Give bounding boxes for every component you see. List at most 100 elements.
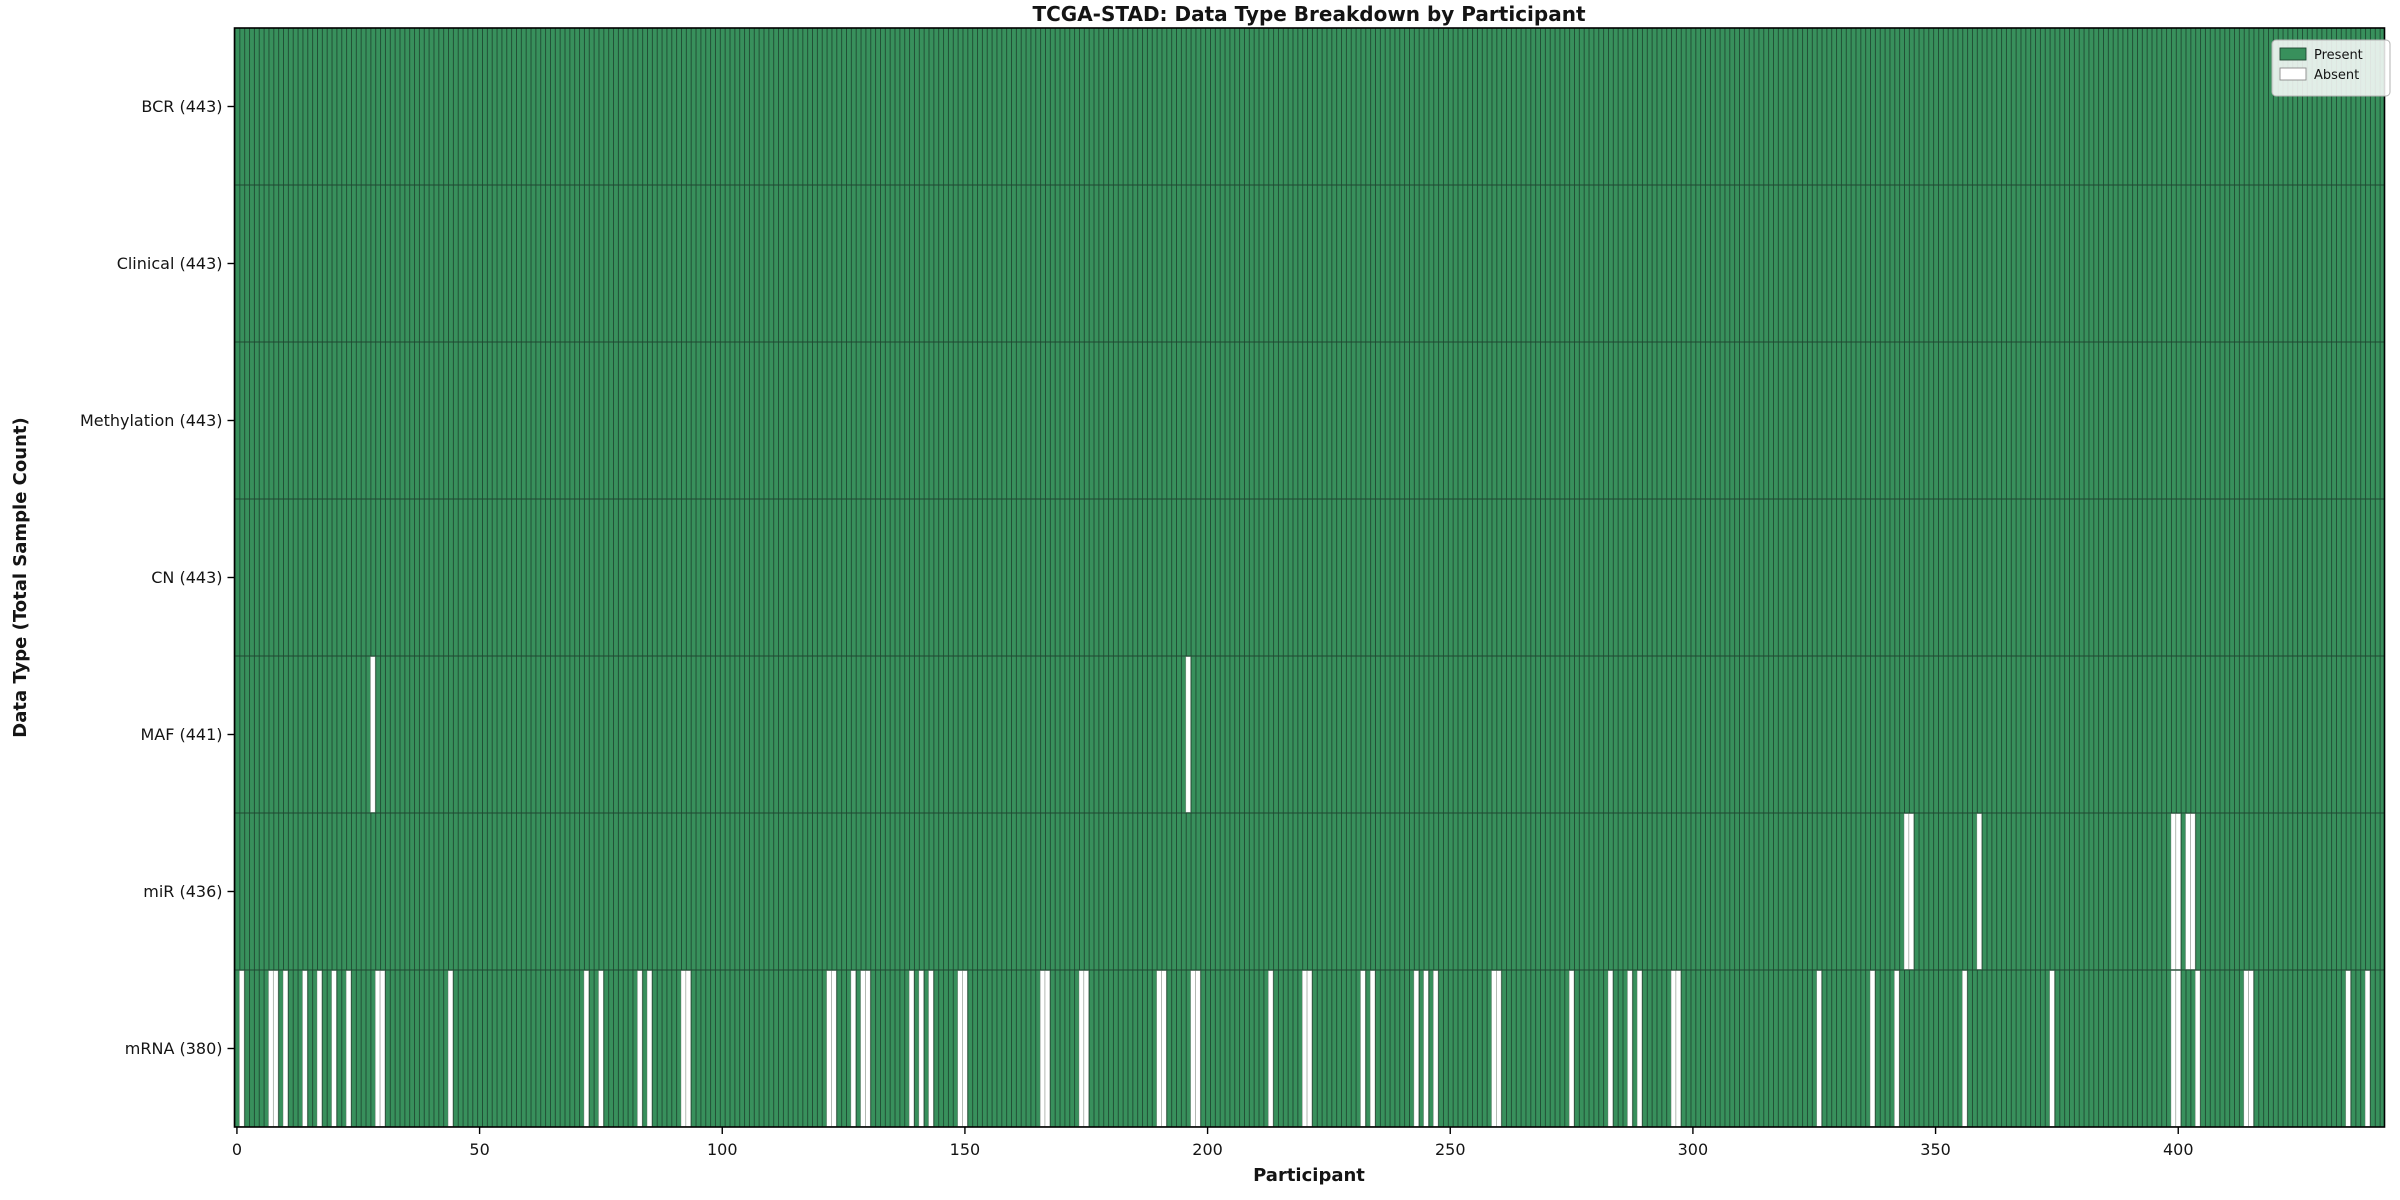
- y-tick-label-mRNA: mRNA (380): [125, 1039, 223, 1058]
- x-tick-label: 400: [2163, 1140, 2194, 1159]
- x-tick-label: 0: [232, 1140, 242, 1159]
- absent-bar-mRNA-283: [1607, 970, 1614, 1127]
- absent-bar-mRNA-83: [636, 970, 643, 1127]
- row-BCR: [234, 28, 2385, 185]
- row-Methylation: [234, 342, 2385, 499]
- row-MAF: [234, 656, 2385, 813]
- y-tick-label-miR: miR (436): [143, 882, 222, 901]
- absent-bar-mRNA-356: [1961, 970, 1968, 1127]
- absent-bar-mRNA-415: [2248, 970, 2254, 1127]
- absent-bar-MAF-28: [370, 656, 376, 813]
- absent-bar-mRNA-123: [831, 970, 837, 1127]
- row-CN: [234, 499, 2385, 656]
- absent-bar-mRNA-23: [345, 970, 352, 1127]
- absent-bar-mRNA-399: [2170, 970, 2177, 1127]
- absent-bar-mRNA-72: [583, 970, 590, 1127]
- absent-bar-mRNA-220: [1301, 970, 1308, 1127]
- x-tick-label: 300: [1678, 1140, 1709, 1159]
- absent-bar-mRNA-243: [1413, 970, 1420, 1127]
- y-tick-label-MAF: MAF (441): [140, 725, 222, 744]
- absent-bar-mRNA-30: [379, 970, 386, 1127]
- absent-bar-mRNA-337: [1869, 970, 1876, 1127]
- absent-bar-mRNA-260: [1496, 970, 1502, 1127]
- legend: Present Absent: [2271, 39, 2391, 97]
- absent-bar-mRNA-297: [1675, 970, 1682, 1127]
- absent-bar-mRNA-435: [2345, 970, 2351, 1127]
- legend-label-present: Present: [2314, 48, 2363, 63]
- x-tick-label: 250: [1435, 1140, 1466, 1159]
- row-miR: [234, 813, 2385, 970]
- x-tick-label: 350: [1920, 1140, 1951, 1159]
- absent-bar-mRNA-1: [239, 970, 245, 1127]
- absent-bar-mRNA-175: [1083, 970, 1090, 1127]
- absent-bar-mRNA-166: [1039, 970, 1046, 1127]
- absent-bar-mRNA-287: [1627, 970, 1633, 1127]
- absent-bar-mRNA-404: [2194, 970, 2201, 1127]
- absent-bar-mRNA-247: [1432, 970, 1439, 1127]
- absent-bar-miR-399: [2170, 813, 2177, 970]
- y-tick-label-Methylation: Methylation (443): [80, 411, 223, 430]
- absent-bar-mRNA-234: [1369, 970, 1376, 1127]
- absent-bar-mRNA-245: [1423, 970, 1429, 1127]
- absent-bar-mRNA-342: [1893, 970, 1900, 1127]
- absent-bar-mRNA-213: [1267, 970, 1274, 1127]
- y-tick-label-CN: CN (443): [151, 568, 222, 587]
- absent-bar-mRNA-75: [598, 970, 604, 1127]
- x-tick-label: 50: [469, 1140, 489, 1159]
- absent-bar-miR-400: [2175, 813, 2182, 970]
- absent-bar-mRNA-92: [680, 970, 687, 1127]
- absent-bar-mRNA-93: [685, 970, 692, 1127]
- absent-bar-MAF-196: [1185, 656, 1191, 813]
- absent-bar-miR-345: [1908, 813, 1915, 970]
- absent-bar-mRNA-232: [1360, 970, 1366, 1127]
- absent-bar-mRNA-20: [331, 970, 337, 1127]
- absent-bar-mRNA-141: [918, 970, 925, 1127]
- absent-bar-mRNA-275: [1568, 970, 1575, 1127]
- absent-bar-mRNA-10: [282, 970, 289, 1127]
- y-axis-label: Data Type (Total Sample Count): [10, 417, 31, 737]
- absent-bar-mRNA-139: [908, 970, 915, 1127]
- absent-bar-mRNA-400: [2175, 970, 2182, 1127]
- legend-label-absent: Absent: [2314, 68, 2359, 83]
- x-tick-label: 150: [950, 1140, 981, 1159]
- absent-bar-mRNA-190: [1156, 970, 1162, 1127]
- absent-bar-mRNA-374: [2049, 970, 2055, 1127]
- absent-bar-miR-402: [2185, 813, 2191, 970]
- absent-bar-mRNA-14: [302, 970, 308, 1127]
- absent-bar-mRNA-143: [928, 970, 934, 1127]
- absent-bar-mRNA-122: [826, 970, 832, 1127]
- absent-bar-mRNA-129: [860, 970, 866, 1127]
- absent-bar-miR-344: [1903, 813, 1910, 970]
- y-tick-label-Clinical: Clinical (443): [117, 254, 223, 273]
- legend-swatch-absent: [2279, 67, 2307, 81]
- absent-bar-mRNA-198: [1195, 970, 1201, 1127]
- absent-bar-mRNA-8: [272, 970, 279, 1127]
- absent-bar-mRNA-221: [1306, 970, 1313, 1127]
- absent-bar-miR-359: [1976, 813, 1983, 970]
- y-tick-label-BCR: BCR (443): [141, 97, 222, 116]
- absent-bar-mRNA-29: [374, 970, 381, 1127]
- absent-bar-mRNA-174: [1078, 970, 1085, 1127]
- absent-bar-mRNA-414: [2243, 970, 2249, 1127]
- x-axis-label: Participant: [1253, 1165, 1365, 1186]
- absent-bar-mRNA-296: [1670, 970, 1677, 1127]
- absent-bar-mRNA-167: [1044, 970, 1051, 1127]
- plot-area: [234, 28, 2385, 1127]
- legend-swatch-present: [2279, 47, 2307, 61]
- absent-bar-mRNA-289: [1636, 970, 1643, 1127]
- chart-title: TCGA-STAD: Data Type Breakdown by Partic…: [1032, 2, 1585, 26]
- absent-bar-mRNA-44: [447, 970, 454, 1127]
- absent-bar-mRNA-259: [1491, 970, 1497, 1127]
- absent-bar-miR-403: [2190, 813, 2196, 970]
- x-tick-label: 200: [1192, 1140, 1223, 1159]
- absent-bar-mRNA-150: [962, 970, 968, 1127]
- axes: 0 50 100 150 200 250 300 350 400 BCR (443) Clinica…: [80, 27, 2386, 1159]
- absent-bar-mRNA-439: [2364, 970, 2371, 1127]
- absent-bar-mRNA-191: [1161, 970, 1167, 1127]
- absent-bar-mRNA-127: [850, 970, 857, 1127]
- x-tick-label: 100: [707, 1140, 738, 1159]
- row-Clinical: [234, 185, 2385, 342]
- absent-bar-mRNA-17: [316, 970, 323, 1127]
